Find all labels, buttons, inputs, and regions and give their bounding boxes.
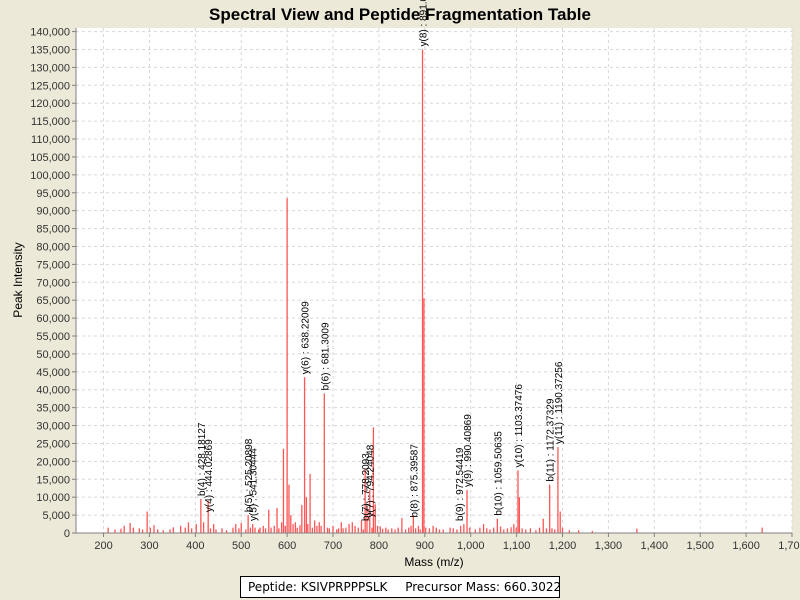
- x-tick-label: 1,500: [686, 540, 714, 552]
- y-tick-label: 140,000: [30, 27, 70, 39]
- peptide-label: Peptide: KSIVPRPPPSLK: [248, 580, 388, 594]
- y-tick-label: 95,000: [36, 188, 70, 200]
- y-tick-label: 15,000: [36, 474, 70, 486]
- y-axis-label: Peak Intensity: [11, 242, 25, 317]
- y-tick-label: 85,000: [36, 224, 70, 236]
- y-tick-label: 105,000: [30, 152, 70, 164]
- y-tick-label: 60,000: [36, 313, 70, 325]
- x-tick-label: 1,600: [732, 540, 760, 552]
- y-tick-label: 20,000: [36, 456, 70, 468]
- peak-annotation: b(6) : 681.3009: [320, 322, 331, 390]
- y-tick-label: 65,000: [36, 295, 70, 307]
- peak-series: [107, 49, 763, 533]
- y-tick-label: 50,000: [36, 349, 70, 361]
- x-tick-label: 200: [94, 540, 112, 552]
- peak-annotation: b(11) : 1172.37329: [546, 398, 557, 481]
- y-tick-label: 130,000: [30, 62, 70, 74]
- x-tick-label: 500: [232, 540, 250, 552]
- x-tick-label: 1,700: [778, 540, 800, 552]
- peak-annotation: y(4) : 444.02869: [204, 439, 215, 512]
- y-tick-label: 115,000: [31, 116, 70, 128]
- peak-annotation: b(7) : 778.2093: [361, 453, 372, 521]
- peak-annotation: y(7) : 794.24048: [366, 444, 377, 517]
- y-tick-label: 30,000: [36, 421, 70, 433]
- peak-annotation: b(4) : 428.18127: [197, 422, 208, 496]
- x-axis-ticks: 200 300 400 500 600 700 800 900 1,000 1,100 1,200 1…: [94, 533, 800, 552]
- x-tick-label: 1,400: [641, 540, 669, 552]
- x-tick-label: 1,100: [503, 540, 531, 552]
- peak-annotation: y(8) : 891.00696: [419, 0, 430, 46]
- peak-annotation: y(6) : 638.22009: [301, 301, 312, 374]
- peak-annotation: y(10) : 1103.37476: [514, 384, 525, 468]
- peak-annotation: y(11) : 1190.37256: [554, 361, 565, 444]
- y-tick-label: 0: [64, 528, 70, 540]
- y-tick-label: 70,000: [36, 277, 70, 289]
- x-tick-label: 700: [324, 540, 342, 552]
- x-tick-label: 900: [416, 540, 434, 552]
- x-tick-label: 1,000: [457, 540, 485, 552]
- peak-annotation: y(9) : 990.40869: [463, 414, 474, 487]
- peak-annotation: b(10) : 1059.50635: [493, 431, 504, 516]
- x-axis-label: Mass (m/z): [404, 555, 463, 569]
- y-tick-label: 55,000: [36, 331, 70, 343]
- y-tick-label: 110,000: [31, 134, 70, 146]
- y-tick-label: 5,000: [42, 510, 70, 522]
- x-tick-label: 400: [186, 540, 204, 552]
- chart-title: Spectral View and Peptide Fragmentation …: [209, 5, 591, 24]
- y-tick-label: 80,000: [36, 241, 70, 253]
- y-tick-label: 35,000: [36, 403, 70, 415]
- y-tick-label: 25,000: [36, 438, 70, 450]
- x-tick-label: 300: [140, 540, 158, 552]
- peak-annotation: b(9) : 972.54419: [455, 447, 466, 521]
- y-axis-ticks: 0 5,000 10,000 15,000 20,000 25,000 30,000 35,0…: [30, 27, 76, 540]
- x-tick-label: 600: [278, 540, 296, 552]
- x-tick-label: 1,200: [549, 540, 577, 552]
- y-tick-label: 75,000: [36, 259, 70, 271]
- peak-annotation: b(8) : 875.39587: [409, 444, 420, 518]
- x-tick-label: 800: [370, 540, 388, 552]
- y-tick-label: 135,000: [30, 44, 70, 56]
- peak-annotation: y(5) : 541.30444: [249, 448, 260, 521]
- y-tick-label: 90,000: [36, 206, 70, 218]
- y-tick-label: 45,000: [36, 367, 70, 379]
- y-tick-label: 10,000: [36, 492, 70, 504]
- x-tick-label: 1,300: [595, 540, 623, 552]
- y-tick-label: 125,000: [30, 80, 70, 92]
- plot-area: [76, 28, 792, 533]
- peak-annotation: b(5) : 525.20898: [244, 438, 255, 512]
- y-tick-label: 100,000: [30, 170, 70, 182]
- chart-legend: Peptide: KSIVPRPPPSLK Precursor Mass: 66…: [240, 576, 562, 598]
- y-tick-label: 120,000: [30, 98, 70, 110]
- y-tick-label: 40,000: [36, 385, 70, 397]
- precursor-mass-label: Precursor Mass: 660.3022: [405, 580, 562, 594]
